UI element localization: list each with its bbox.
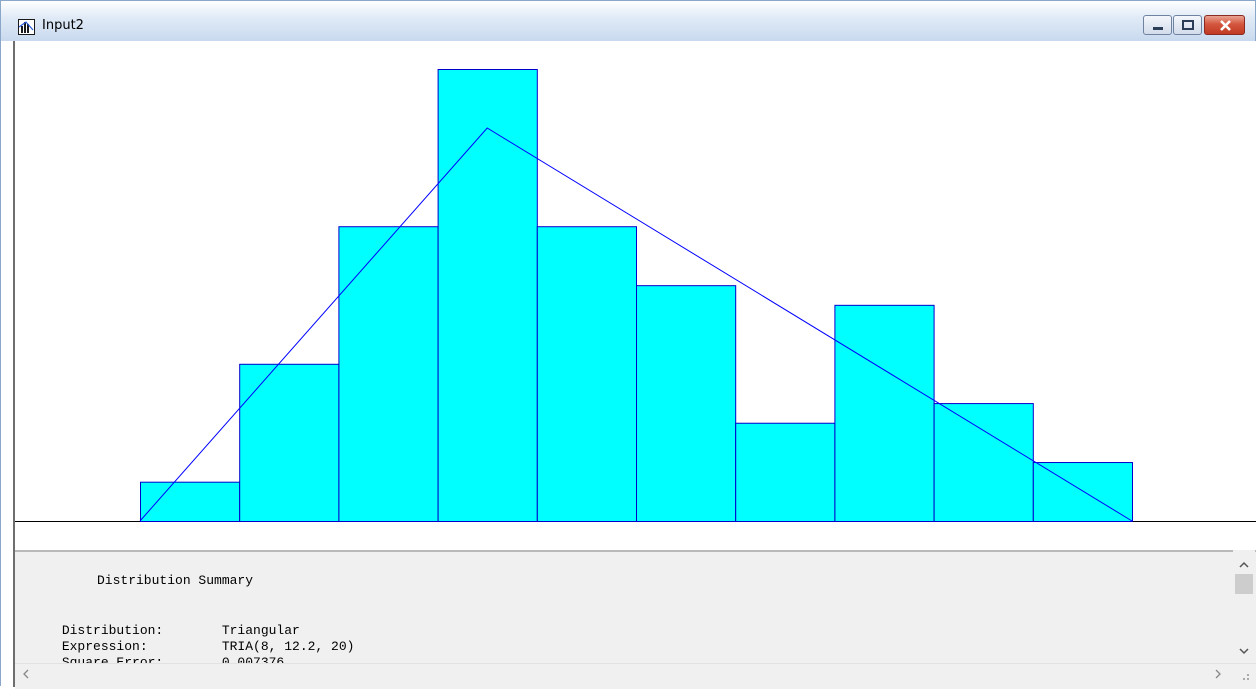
summary-left-border bbox=[13, 549, 15, 687]
resize-grip-icon[interactable] bbox=[1237, 668, 1251, 682]
histogram-bar bbox=[933, 403, 1034, 522]
window-frame-left bbox=[1, 41, 13, 687]
close-button[interactable] bbox=[1204, 15, 1245, 35]
summary-label: Expression: bbox=[61, 639, 148, 654]
summary-heading: Distribution Summary bbox=[97, 573, 254, 588]
minimize-icon bbox=[1153, 27, 1163, 30]
close-icon bbox=[1220, 20, 1231, 31]
summary-value: TRIA(8, 12.2, 20) bbox=[221, 639, 355, 654]
scroll-right-icon[interactable] bbox=[1211, 666, 1225, 682]
histogram-bar bbox=[834, 304, 935, 522]
histogram-bar bbox=[536, 226, 637, 523]
summary-value: Triangular bbox=[221, 623, 300, 638]
triangular-fit-curve bbox=[139, 127, 1133, 522]
minimize-button[interactable] bbox=[1143, 15, 1172, 35]
window-title: Input2 bbox=[42, 18, 84, 33]
scrollbar-thumb[interactable] bbox=[1235, 574, 1253, 594]
maximize-button[interactable] bbox=[1173, 15, 1202, 35]
histogram-bar bbox=[338, 226, 439, 523]
summary-label: Distribution: bbox=[61, 623, 164, 638]
histogram-bar bbox=[636, 285, 737, 522]
maximize-icon bbox=[1182, 20, 1194, 30]
title-bar[interactable]: Input2 bbox=[1, 1, 1255, 41]
summary-row-expression: Expression: TRIA(8, 12.2, 20) bbox=[15, 624, 355, 669]
scroll-left-icon[interactable] bbox=[19, 666, 33, 682]
histogram-bar bbox=[437, 69, 538, 522]
scroll-down-icon[interactable] bbox=[1233, 642, 1255, 660]
histogram-bar bbox=[239, 363, 340, 523]
histogram-bar bbox=[735, 422, 836, 523]
horizontal-scrollbar[interactable] bbox=[15, 663, 1256, 684]
histogram-bar bbox=[140, 481, 241, 522]
chart-left-border bbox=[13, 41, 15, 549]
summary-row-distribution: Distribution: Triangular bbox=[15, 608, 300, 653]
histogram-app-icon bbox=[18, 19, 35, 35]
vertical-scrollbar[interactable] bbox=[1233, 550, 1255, 660]
scroll-up-icon[interactable] bbox=[1233, 556, 1255, 574]
histogram-chart bbox=[15, 41, 1256, 549]
